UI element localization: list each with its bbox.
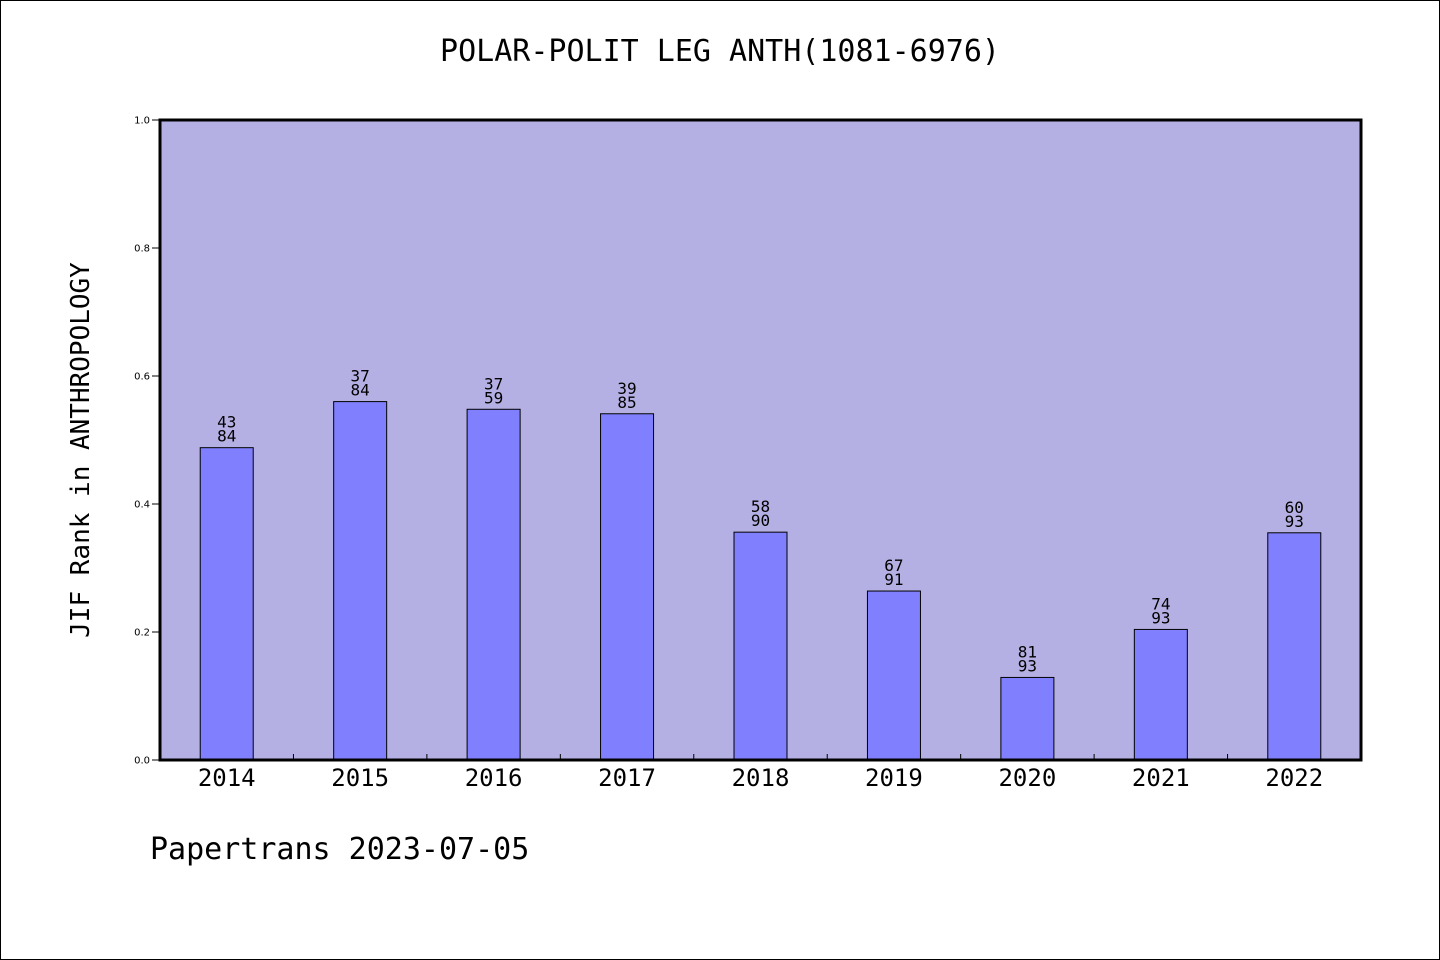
chart-title: POLAR-POLIT LEG ANTH(1081-6976) [440,34,1000,69]
bar-label-top-2017: 39 [617,379,636,398]
plot-border [158,118,1363,762]
y-tick-label: 0.4 [134,500,150,511]
x-tick-label-2014: 2014 [198,764,256,792]
bar-2014 [199,447,254,761]
bar-2021 [1133,628,1188,761]
y-axis-label: JIF Rank in ANTHROPOLOGY [66,262,96,638]
bar-label-top-2021: 74 [1151,594,1170,613]
bar-label-top-2022: 60 [1285,498,1304,517]
bar-label-top-2014: 43 [217,413,236,432]
bar-2018 [733,531,788,761]
bar-2022 [1267,532,1322,761]
bar-2020 [1000,676,1055,761]
footer-credit: Papertrans 2023-07-05 [150,832,530,867]
bar-label-bottom-2018: 90 [751,511,770,530]
bar-label-bottom-2017: 85 [617,393,636,412]
y-tick-label: 1.0 [134,116,150,127]
y-tick-label: 0.6 [134,372,150,383]
x-tick-label-2021: 2021 [1132,764,1190,792]
y-tick-label: 0.0 [134,756,150,767]
bar-label-top-2018: 58 [751,497,770,516]
bar-label-top-2015: 37 [351,367,370,386]
bar-label-bottom-2020: 93 [1018,656,1037,675]
y-tick-label: 0.8 [134,244,150,255]
bar-label-bottom-2014: 84 [217,427,236,446]
bar-label-top-2020: 81 [1018,642,1037,661]
x-tick-label-2022: 2022 [1265,764,1323,792]
bar-label-bottom-2019: 91 [884,570,903,589]
x-tick-label-2015: 2015 [331,764,389,792]
bar-label-top-2019: 67 [884,556,903,575]
bar-2017 [600,413,655,761]
x-tick-label-2019: 2019 [865,764,923,792]
bar-2015 [333,401,388,761]
bar-2019 [866,590,921,761]
x-tick-label-2016: 2016 [465,764,523,792]
bar-label-bottom-2016: 59 [484,388,503,407]
bar-label-top-2016: 37 [484,374,503,393]
bar-2016 [466,408,521,761]
bar-label-bottom-2015: 84 [351,381,370,400]
bar-label-bottom-2021: 93 [1151,608,1170,627]
x-tick-label-2017: 2017 [598,764,656,792]
x-tick-label-2018: 2018 [732,764,790,792]
bar-label-bottom-2022: 93 [1285,512,1304,531]
x-tick-label-2020: 2020 [998,764,1056,792]
y-tick-label: 0.2 [134,628,150,639]
